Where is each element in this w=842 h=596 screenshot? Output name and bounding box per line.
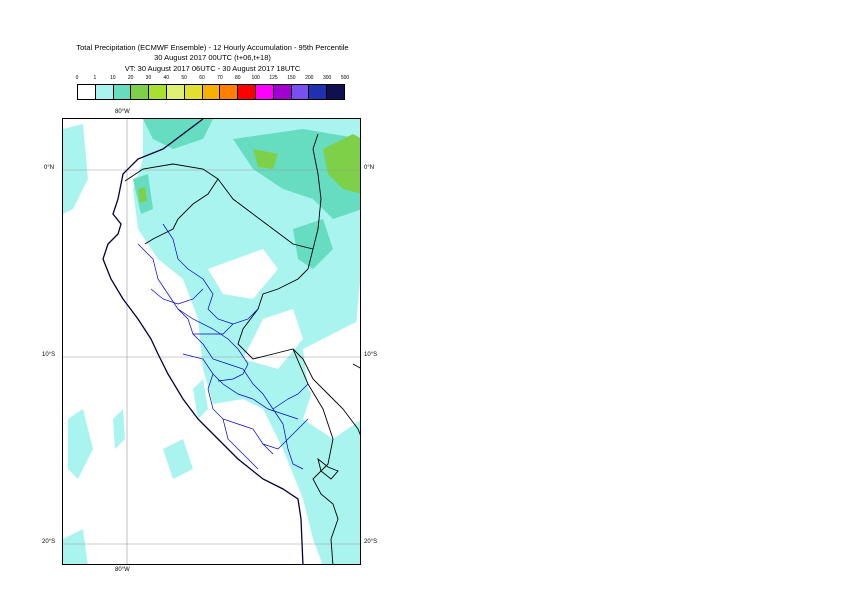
map-frame <box>62 118 361 565</box>
legend-labels: 0 1 10 20 30 40 50 60 70 80 100 125 150 200 300 500 <box>70 75 355 83</box>
legend-threshold-label: 30 <box>145 75 152 81</box>
legend-swatch <box>131 85 150 99</box>
lon-label-bottom: 80°W <box>115 567 130 573</box>
legend-threshold-label: 40 <box>163 75 170 81</box>
legend-threshold-label: 50 <box>181 75 187 81</box>
legend-threshold-label: 60 <box>199 75 205 81</box>
legend-swatch <box>255 85 274 99</box>
legend-threshold-label: 125 <box>269 75 278 81</box>
legend-swatch <box>78 85 96 99</box>
map-title-line1: Total Precipitation (ECMWF Ensemble) - 1… <box>76 43 349 52</box>
legend-threshold-label: 20 <box>127 75 134 81</box>
graticule <box>63 119 360 564</box>
legend-threshold-label: 200 <box>305 75 314 81</box>
legend-threshold-label: 300 <box>322 75 332 81</box>
legend-swatch <box>184 85 203 99</box>
lon-label-top: 80°W <box>115 109 130 115</box>
legend-threshold-label: 500 <box>340 75 350 81</box>
legend-swatch <box>95 85 114 99</box>
legend-threshold-label: 10 <box>109 75 116 81</box>
heavy-rain-areas <box>138 134 360 203</box>
legend-swatch <box>238 85 256 99</box>
legend-threshold-label: 80 <box>235 75 241 81</box>
legend-threshold-label: 0 <box>75 75 79 81</box>
legend-swatch <box>327 85 344 99</box>
legend-swatch <box>220 85 239 99</box>
legend-swatch <box>291 85 310 99</box>
legend-swatch <box>273 85 292 99</box>
lat-label-0-right: 0°N <box>364 165 375 171</box>
legend-swatch <box>113 85 132 99</box>
legend-swatch <box>149 85 167 99</box>
legend-threshold-label: 1 <box>93 75 97 81</box>
map-title-line2: 30 August 2017 00UTC (t+06,t+18) <box>154 53 271 62</box>
legend-swatch <box>309 85 328 99</box>
legend-swatch <box>166 85 185 99</box>
lat-label-20-left: 20°S <box>42 539 56 545</box>
lat-label-0-left: 0°N <box>44 165 55 171</box>
legend-swatch <box>202 85 221 99</box>
legend-colorbar <box>77 84 345 100</box>
map-title-line3: VT: 30 August 2017 06UTC - 30 August 201… <box>124 64 301 73</box>
legend-threshold-label: 100 <box>251 75 260 81</box>
legend-threshold-label: 70 <box>217 75 223 81</box>
legend-threshold-label: 150 <box>287 75 296 81</box>
lat-label-10-right: 10°S <box>364 352 378 358</box>
coastline <box>102 119 304 564</box>
region-boundaries <box>137 223 309 470</box>
country-borders <box>124 133 360 564</box>
lat-label-20-right: 20°S <box>364 539 378 545</box>
precipitation-map <box>63 119 360 564</box>
lat-label-10-left: 10°S <box>42 352 56 358</box>
